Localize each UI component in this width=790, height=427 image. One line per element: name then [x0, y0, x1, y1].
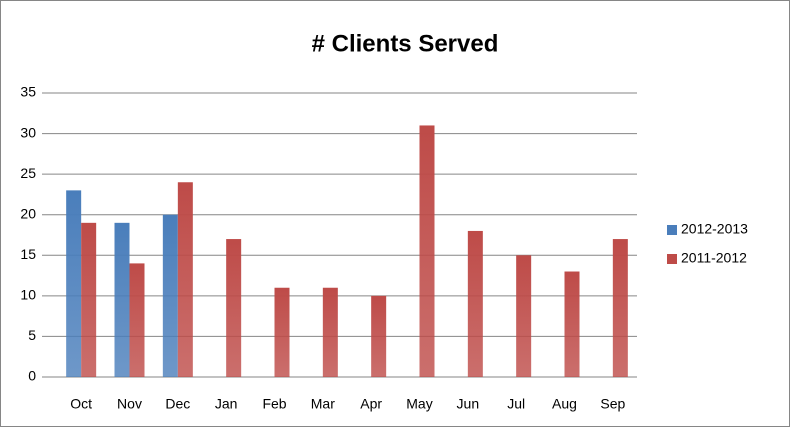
legend-swatch — [667, 225, 677, 235]
bar — [322, 287, 338, 377]
bar — [114, 222, 130, 377]
legend-label: 2011-2012 — [681, 250, 747, 266]
y-tick-label: 25 — [20, 165, 36, 181]
x-tick-label: Feb — [262, 396, 286, 412]
x-tick-label: May — [406, 396, 432, 412]
bar — [612, 239, 628, 377]
bar — [274, 287, 290, 377]
bar — [66, 190, 82, 377]
x-tick-label: Jan — [215, 396, 238, 412]
x-tick-label: Sep — [600, 396, 625, 412]
y-tick-label: 20 — [20, 205, 36, 221]
y-tick-label: 15 — [20, 246, 36, 262]
x-tick-label: Jun — [457, 396, 480, 412]
bar — [162, 214, 178, 377]
y-tick-label: 10 — [20, 287, 36, 303]
chart-title: # Clients Served — [312, 30, 499, 57]
y-tick-label: 5 — [28, 327, 36, 343]
bar — [129, 263, 145, 377]
x-tick-label: Mar — [311, 396, 335, 412]
x-tick-label: Oct — [70, 396, 92, 412]
bar — [177, 182, 193, 377]
x-tick-label: Jul — [507, 396, 525, 412]
bar — [81, 222, 97, 377]
y-tick-label: 0 — [28, 368, 36, 384]
legend-label: 2012-2013 — [681, 221, 748, 237]
bar — [564, 271, 580, 377]
bar — [371, 295, 387, 377]
legend-swatch — [667, 254, 677, 264]
x-tick-label: Apr — [360, 396, 382, 412]
bar — [467, 230, 483, 377]
y-tick-label: 35 — [20, 84, 36, 100]
x-tick-label: Aug — [552, 396, 577, 412]
y-tick-label: 30 — [20, 124, 36, 140]
x-tick-label: Dec — [165, 396, 190, 412]
x-tick-label: Nov — [117, 396, 142, 412]
bar — [516, 255, 532, 377]
bar — [419, 125, 435, 377]
bar — [226, 239, 242, 377]
